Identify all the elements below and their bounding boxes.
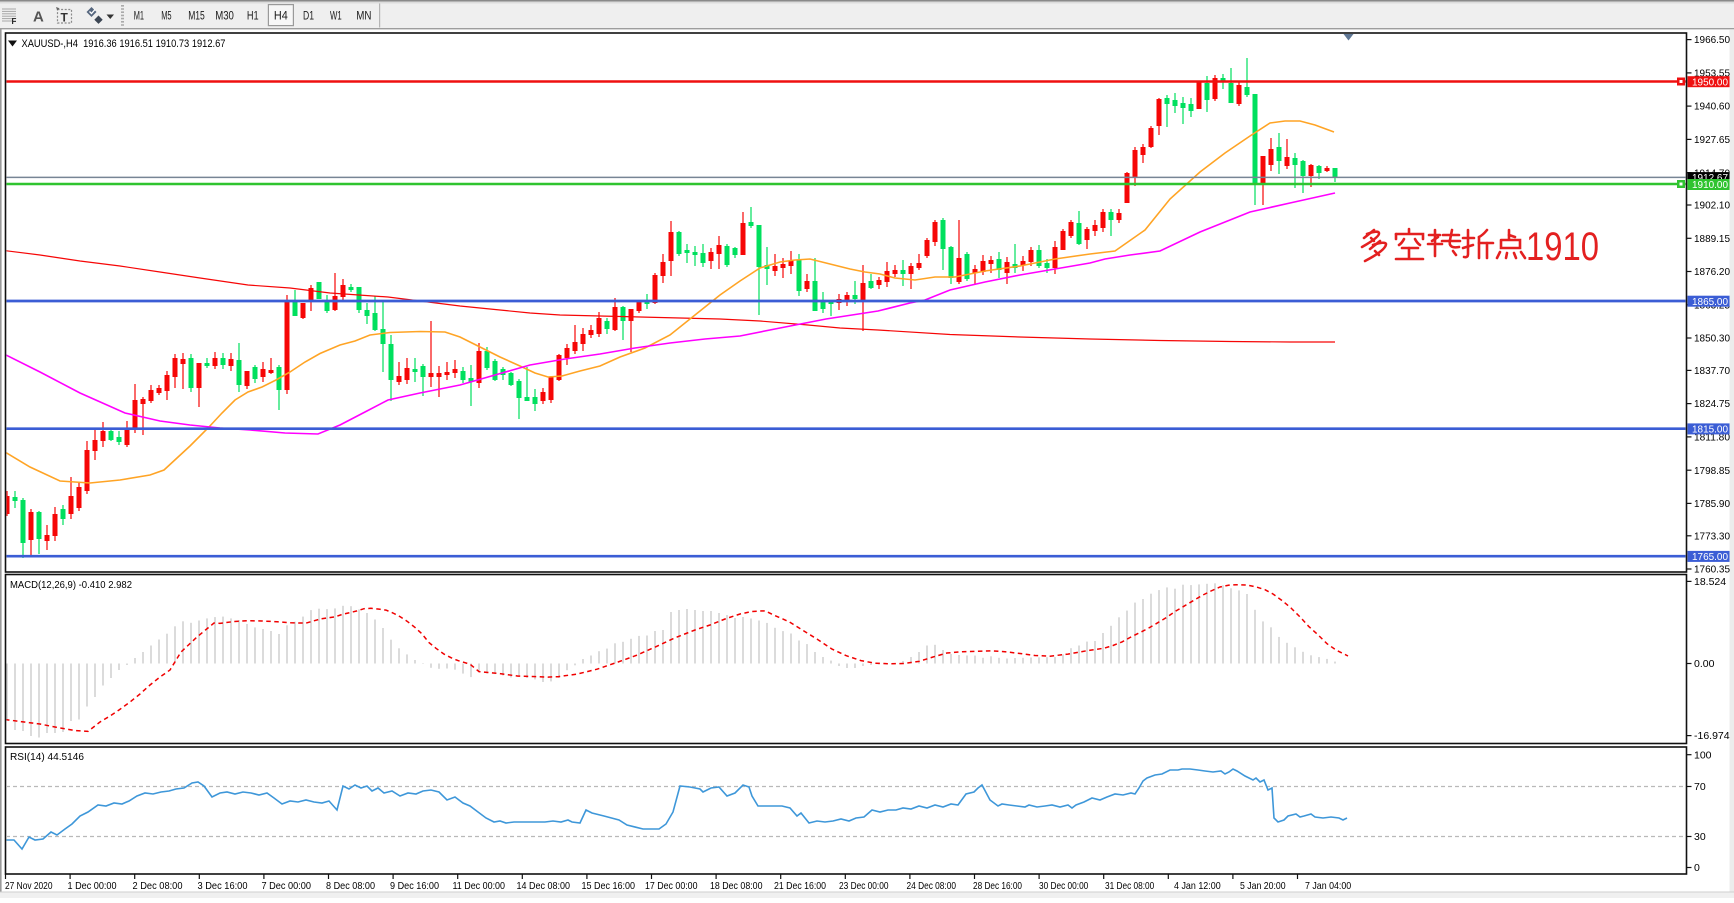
svg-text:7 Jan 04:00: 7 Jan 04:00 — [1305, 880, 1351, 892]
svg-text:F: F — [12, 17, 17, 26]
svg-text:-16.974: -16.974 — [1694, 730, 1730, 742]
svg-text:A: A — [33, 9, 44, 26]
svg-text:0.00: 0.00 — [1694, 658, 1715, 670]
svg-text:1940.60: 1940.60 — [1694, 101, 1730, 113]
svg-text:0: 0 — [1694, 862, 1700, 874]
svg-text:1910: 1910 — [1526, 225, 1599, 269]
svg-text:70: 70 — [1694, 781, 1706, 793]
svg-text:8 Dec 08:00: 8 Dec 08:00 — [326, 880, 375, 892]
svg-text:23 Dec 00:00: 23 Dec 00:00 — [839, 880, 889, 892]
svg-text:7 Dec 00:00: 7 Dec 00:00 — [262, 880, 312, 892]
svg-text:27 Nov 2020: 27 Nov 2020 — [5, 880, 53, 892]
svg-text:M30: M30 — [215, 11, 234, 23]
svg-text:5 Jan 20:00: 5 Jan 20:00 — [1240, 880, 1286, 892]
svg-text:1837.70: 1837.70 — [1694, 365, 1730, 377]
svg-text:1760.35: 1760.35 — [1694, 564, 1730, 576]
svg-text:H1: H1 — [247, 11, 259, 23]
svg-text:11 Dec 00:00: 11 Dec 00:00 — [453, 880, 506, 892]
svg-text:18 Dec 08:00: 18 Dec 08:00 — [710, 880, 763, 892]
svg-text:M1: M1 — [134, 11, 144, 23]
svg-text:1773.30: 1773.30 — [1694, 530, 1730, 542]
svg-text:1966.50: 1966.50 — [1694, 34, 1730, 46]
svg-text:1850.30: 1850.30 — [1694, 333, 1730, 345]
svg-text:W1: W1 — [330, 11, 342, 23]
svg-text:17 Dec 00:00: 17 Dec 00:00 — [645, 880, 698, 892]
svg-text:1798.85: 1798.85 — [1694, 465, 1730, 477]
svg-text:1927.65: 1927.65 — [1694, 134, 1730, 146]
svg-text:MACD(12,26,9) -0.410 2.982: MACD(12,26,9) -0.410 2.982 — [10, 579, 132, 591]
svg-text:M5: M5 — [161, 11, 171, 23]
svg-text:4 Jan 12:00: 4 Jan 12:00 — [1174, 880, 1221, 892]
svg-text:1902.10: 1902.10 — [1694, 200, 1730, 212]
svg-text:18.524: 18.524 — [1694, 576, 1726, 588]
svg-text:24 Dec 08:00: 24 Dec 08:00 — [907, 880, 957, 892]
svg-text:1765.00: 1765.00 — [1692, 551, 1728, 563]
svg-text:1910.00: 1910.00 — [1692, 179, 1728, 191]
svg-text:D1: D1 — [303, 11, 314, 23]
svg-text:1876.20: 1876.20 — [1694, 266, 1730, 278]
svg-text:2 Dec 08:00: 2 Dec 08:00 — [133, 880, 183, 892]
svg-text:RSI(14) 44.5146: RSI(14) 44.5146 — [10, 751, 84, 763]
svg-text:9 Dec 16:00: 9 Dec 16:00 — [390, 880, 439, 892]
svg-text:1 Dec 00:00: 1 Dec 00:00 — [68, 880, 117, 892]
svg-text:1889.15: 1889.15 — [1694, 233, 1730, 245]
svg-text:T: T — [61, 11, 69, 25]
svg-text:1815.00: 1815.00 — [1692, 424, 1728, 436]
svg-text:1824.75: 1824.75 — [1694, 398, 1730, 410]
svg-text:21 Dec 16:00: 21 Dec 16:00 — [774, 880, 826, 892]
svg-text:15 Dec 16:00: 15 Dec 16:00 — [582, 880, 636, 892]
svg-text:30 Dec 00:00: 30 Dec 00:00 — [1039, 880, 1088, 892]
svg-text:31 Dec 08:00: 31 Dec 08:00 — [1105, 880, 1154, 892]
svg-text:3 Dec 16:00: 3 Dec 16:00 — [198, 880, 248, 892]
svg-text:14 Dec 08:00: 14 Dec 08:00 — [517, 880, 571, 892]
svg-text:MN: MN — [356, 11, 371, 23]
svg-text:1865.00: 1865.00 — [1692, 296, 1728, 308]
svg-text:1950.00: 1950.00 — [1692, 76, 1728, 88]
svg-text:M15: M15 — [188, 11, 205, 23]
svg-text:H4: H4 — [274, 11, 288, 23]
svg-text:30: 30 — [1694, 831, 1706, 843]
svg-text:XAUUSD-,H4 1916.36 1916.51 19: XAUUSD-,H4 1916.36 1916.51 1910.73 1912.… — [22, 38, 226, 50]
svg-text:1785.90: 1785.90 — [1694, 498, 1730, 510]
svg-text:100: 100 — [1694, 749, 1712, 761]
svg-text:28 Dec 16:00: 28 Dec 16:00 — [973, 880, 1022, 892]
